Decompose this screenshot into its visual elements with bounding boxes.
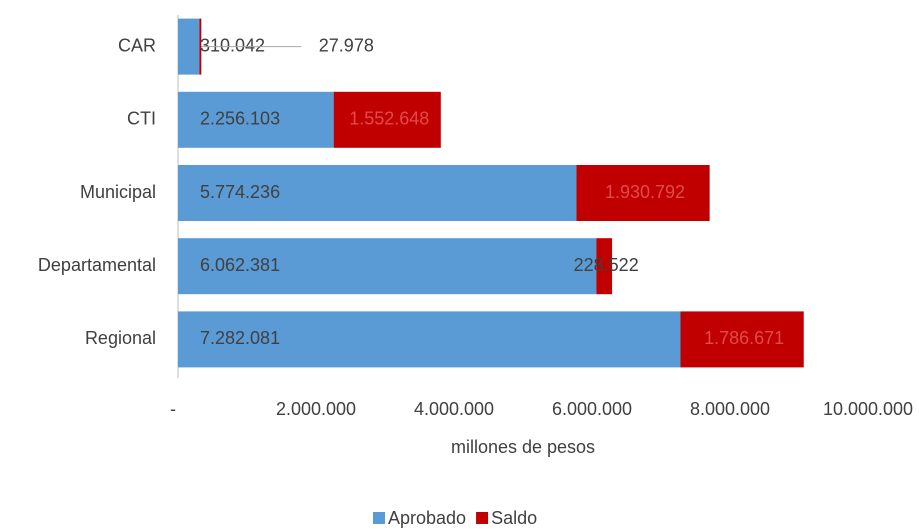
x-tick-label: 6.000.000 [552,399,632,419]
x-tick-label: - [170,399,176,419]
x-tick-label: 2.000.000 [276,399,356,419]
bar-segment [178,91,334,148]
value-label: 228.522 [574,255,639,275]
value-label: 1.786.671 [704,328,784,348]
legend-swatch [476,512,489,524]
value-label: 2.256.103 [200,109,280,129]
x-tick-label: 10.000.000 [823,399,913,419]
bar-segment [576,165,710,221]
value-label: 5.774.236 [200,182,280,202]
x-tick-label: 8.000.000 [690,399,770,419]
bar-segment [680,311,804,368]
bar-segment [596,238,613,295]
legend-label: Aprobado [388,508,466,528]
value-label: 7.282.081 [200,328,280,348]
value-label: 6.062.381 [200,255,280,275]
value-label: 27.978 [319,35,374,55]
bar-segment [178,165,577,221]
bar-segment [178,18,200,75]
y-tick-label: Municipal [80,182,156,202]
x-axis-title: millones de pesos [451,437,595,457]
legend-label: Saldo [491,508,537,528]
y-tick-label: CTI [127,109,156,129]
legend-swatch [373,512,385,524]
value-label: 1.930.792 [605,182,685,202]
bar-segment [178,311,681,368]
value-label: 1.552.648 [349,109,429,129]
bar-segment [178,238,597,295]
y-tick-label: CAR [118,35,156,55]
y-tick-label: Regional [85,328,156,348]
y-tick-label: Departamental [38,255,156,275]
bar-segment [333,91,441,148]
bar-segment [199,18,202,75]
x-tick-label: 4.000.000 [414,399,494,419]
value-label: 310.042 [200,35,265,55]
